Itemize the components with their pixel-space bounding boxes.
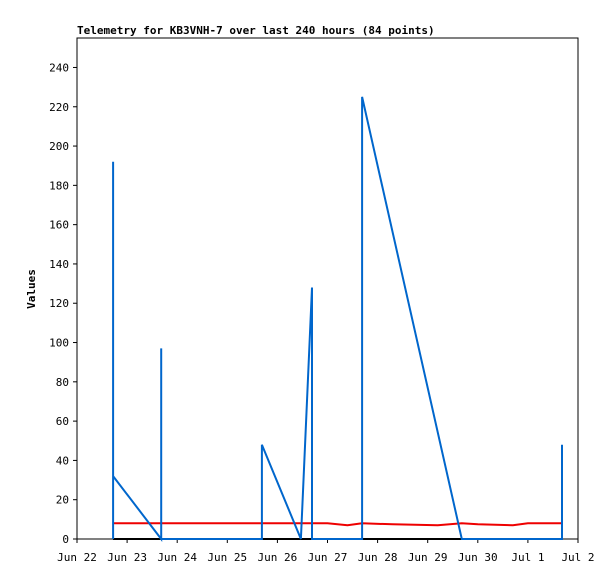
y-tick-label: 200 [49,140,69,153]
y-tick-label: 0 [62,533,69,546]
series-line [113,522,562,527]
y-tick-label: 120 [49,297,69,310]
y-axis-label: Values [25,269,38,309]
y-tick-label: 160 [49,219,69,232]
x-tick-label: Jun 30 [458,551,498,564]
x-tick-label: Jun 24 [157,551,197,564]
x-tick-label: Jul 2 [561,551,594,564]
x-tick-label: Jun 29 [408,551,448,564]
y-tick-label: 60 [56,415,69,428]
x-tick-label: Jun 26 [258,551,298,564]
y-tick-label: 20 [56,494,69,507]
series-line [112,96,563,542]
x-tick-label: Jul 1 [511,551,544,564]
y-tick-label: 100 [49,337,69,350]
y-tick-label: 40 [56,454,69,467]
y-tick-label: 140 [49,258,69,271]
x-tick-label: Jun 28 [358,551,398,564]
x-tick-label: Jun 22 [57,551,97,564]
x-tick-label: Jun 23 [107,551,147,564]
y-tick-label: 220 [49,101,69,114]
x-tick-label: Jun 25 [207,551,247,564]
x-tick-label: Jun 27 [308,551,348,564]
y-tick-label: 240 [49,61,69,74]
y-tick-label: 180 [49,179,69,192]
chart-title: Telemetry for KB3VNH-7 over last 240 hou… [77,24,435,37]
y-tick-label: 80 [56,376,69,389]
